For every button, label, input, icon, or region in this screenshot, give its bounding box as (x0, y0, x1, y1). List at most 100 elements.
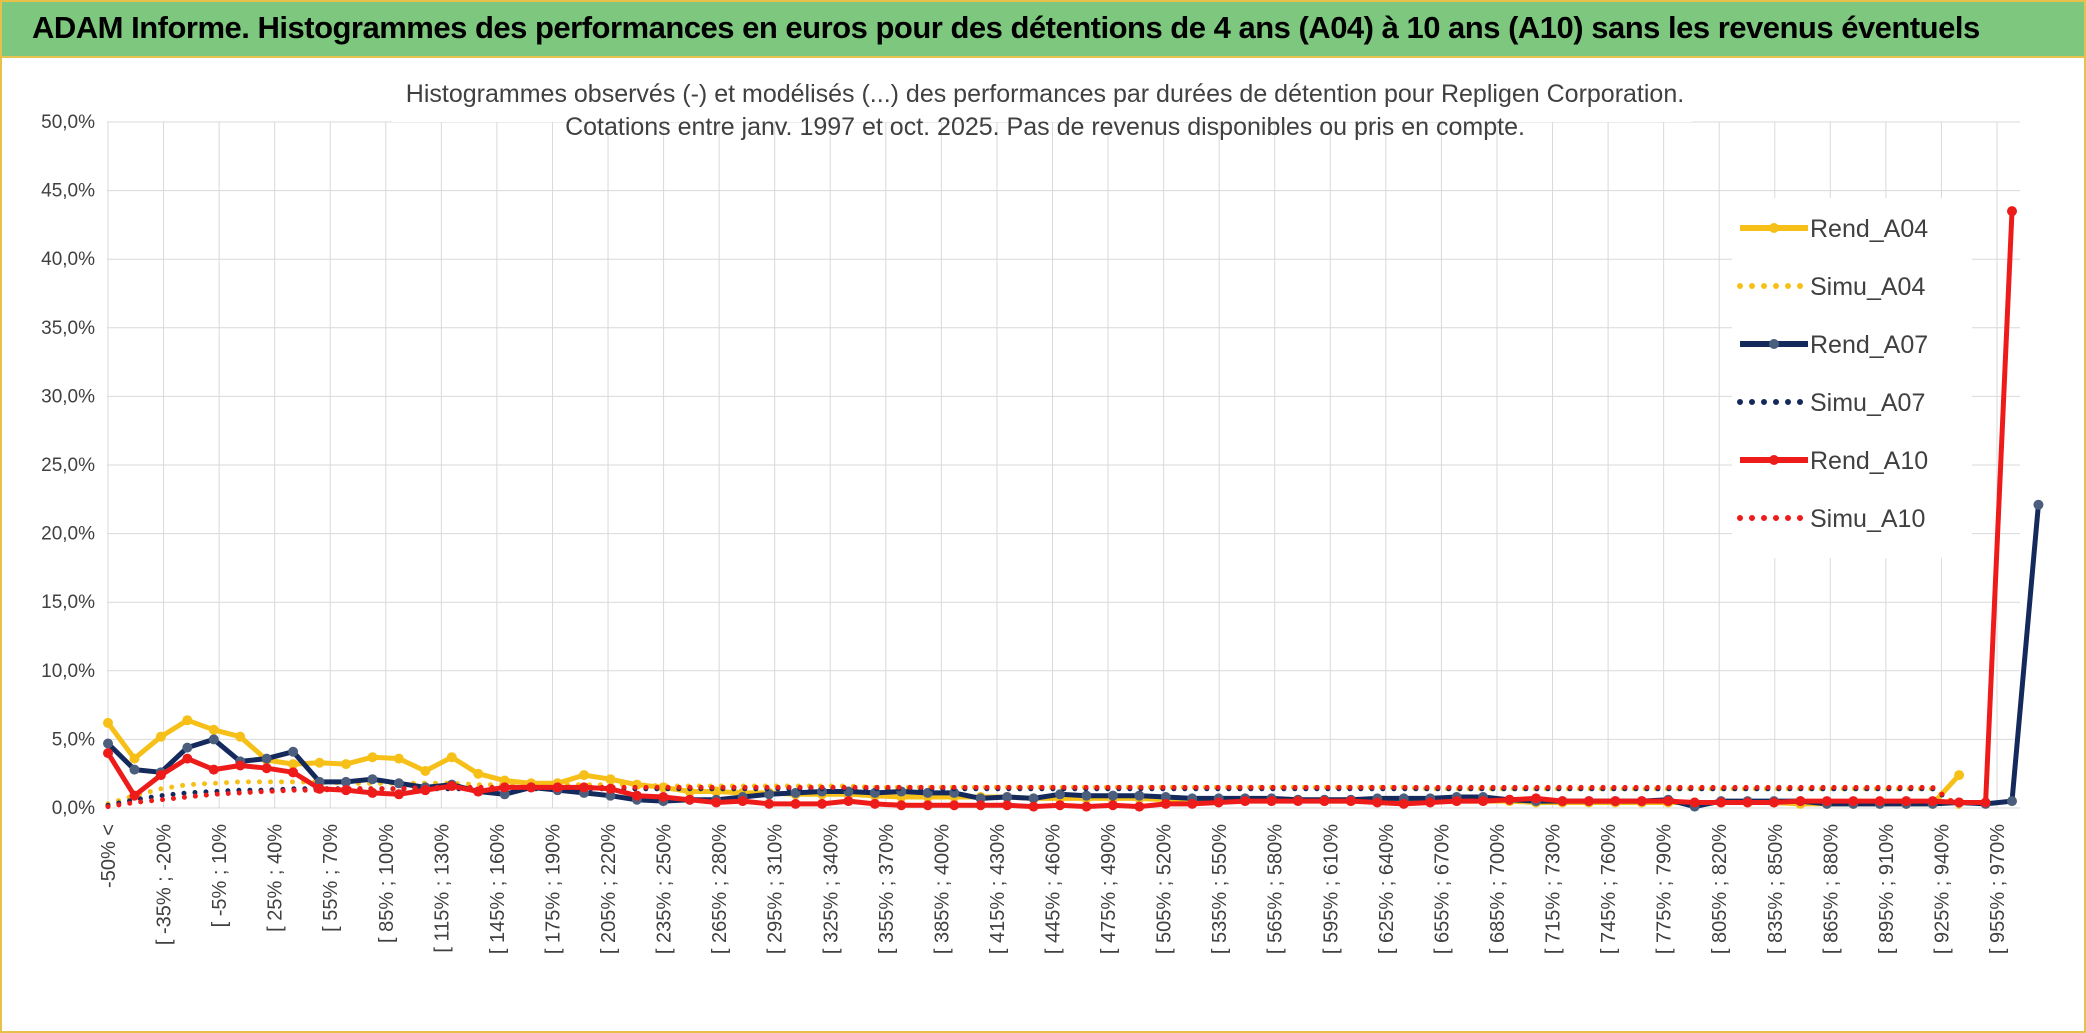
legend-marker (1769, 223, 1779, 233)
data-point (1134, 801, 1145, 812)
data-point (1266, 796, 1277, 807)
x-tick-label: [ 85% ; 100% (376, 824, 398, 943)
data-point (1345, 796, 1356, 807)
x-tick-label: [ 145% ; 160% (487, 824, 509, 954)
y-tick-label: 5,0% (52, 729, 95, 750)
x-tick-label: [ 325% ; 340% (820, 824, 842, 954)
y-tick-label: 45,0% (41, 181, 95, 202)
data-point (869, 798, 880, 809)
data-point (1742, 797, 1753, 808)
data-point (129, 790, 140, 801)
data-point (314, 757, 325, 768)
data-point (235, 731, 246, 742)
data-point (155, 770, 166, 781)
data-point (1160, 792, 1171, 803)
data-point (843, 796, 854, 807)
data-point (1213, 797, 1224, 808)
x-tick-label: [ 415% ; 430% (987, 824, 1009, 954)
data-point (764, 789, 775, 800)
x-tick-label: [ 25% ; 40% (265, 824, 287, 932)
x-tick-label: [ 55% ; 70% (320, 824, 342, 932)
data-point (1187, 798, 1198, 809)
x-tick-label: [ 505% ; 520% (1154, 824, 1176, 954)
chart-title-line: Histogrammes observés (-) et modélisés (… (406, 80, 1684, 108)
legend-label: Rend_A10 (1810, 447, 1928, 475)
data-point (1160, 798, 1171, 809)
data-point (288, 767, 299, 778)
data-point (1636, 796, 1647, 807)
data-point (711, 797, 722, 808)
x-tick-label: [ 805% ; 820% (1709, 824, 1731, 954)
data-point (1927, 796, 1938, 807)
data-point (737, 796, 748, 807)
data-point (1874, 796, 1885, 807)
data-point (420, 765, 431, 776)
data-point (208, 764, 219, 775)
data-point (1398, 798, 1409, 809)
report-header: ADAM Informe. Histogrammes des performan… (2, 2, 2084, 58)
data-point (1663, 796, 1674, 807)
y-tick-label: 10,0% (41, 661, 95, 682)
x-tick-label: [ 475% ; 490% (1098, 824, 1120, 954)
data-point (1055, 800, 1065, 811)
data-point (1769, 797, 1779, 808)
data-point (446, 752, 457, 763)
x-tick-label: [ 625% ; 640% (1376, 824, 1398, 954)
data-point (261, 753, 272, 764)
data-point (1293, 796, 1303, 807)
data-point (235, 760, 246, 771)
legend-background (1732, 198, 1972, 558)
y-tick-label: 15,0% (41, 592, 95, 613)
x-tick-label: [ 235% ; 250% (654, 824, 676, 954)
data-point (182, 715, 193, 726)
data-point (1107, 790, 1118, 801)
data-point (1980, 797, 1991, 808)
data-point (1954, 770, 1965, 781)
chart-title-line: Cotations entre janv. 1997 et oct. 2025.… (565, 113, 1525, 141)
data-point (1557, 796, 1568, 807)
y-tick-label: 50,0% (41, 112, 95, 133)
data-point (658, 792, 669, 803)
x-tick-label: [ 655% ; 670% (1431, 824, 1453, 954)
x-tick-label: [ 535% ; 550% (1209, 824, 1231, 954)
data-point (631, 790, 642, 801)
data-point (1107, 800, 1118, 811)
x-tick-label: [ 775% ; 790% (1654, 824, 1676, 954)
data-point (2033, 499, 2044, 510)
data-point (1821, 796, 1832, 807)
legend-label: Simu_A04 (1810, 273, 1925, 301)
x-tick-label: [ 715% ; 730% (1543, 824, 1565, 954)
x-tick-label: [ 925% ; 940% (1931, 824, 1953, 954)
x-tick-label: [ 955% ; 970% (1987, 824, 2009, 954)
legend-label: Rend_A07 (1810, 331, 1928, 359)
data-point (341, 776, 351, 787)
title-background (392, 60, 1692, 122)
data-point (949, 787, 960, 798)
data-point (764, 798, 775, 809)
histogram-chart: 0,0% 5,0% 10,0% 15,0% 20,0% 25,0% 30,0% 35,0% 40… (41, 60, 2044, 954)
data-point (579, 782, 589, 793)
data-point (288, 759, 299, 770)
data-point (1795, 796, 1806, 807)
x-tick-label: [ 745% ; 760% (1598, 824, 1620, 954)
x-tick-label: [ 205% ; 220% (598, 824, 620, 954)
data-point (896, 800, 907, 811)
data-point (1002, 792, 1013, 803)
data-point (1716, 797, 1727, 808)
data-point (605, 774, 616, 785)
data-point (1134, 790, 1145, 801)
data-point (2007, 796, 2017, 807)
x-tick-label: [ -35% ; -20% (154, 824, 176, 945)
data-point (129, 764, 140, 775)
x-tick-label: [ 835% ; 850% (1765, 824, 1787, 954)
data-point (526, 782, 537, 793)
report-title: ADAM Informe. Histogrammes des performan… (32, 10, 1980, 45)
data-point (1954, 797, 1965, 808)
data-point (393, 753, 404, 764)
data-point (1028, 793, 1039, 804)
data-point (341, 759, 351, 770)
y-tick-label: 25,0% (41, 455, 95, 476)
data-point (1610, 796, 1621, 807)
series-line-rend_a10 (105, 211, 2015, 810)
data-point (2007, 206, 2017, 217)
